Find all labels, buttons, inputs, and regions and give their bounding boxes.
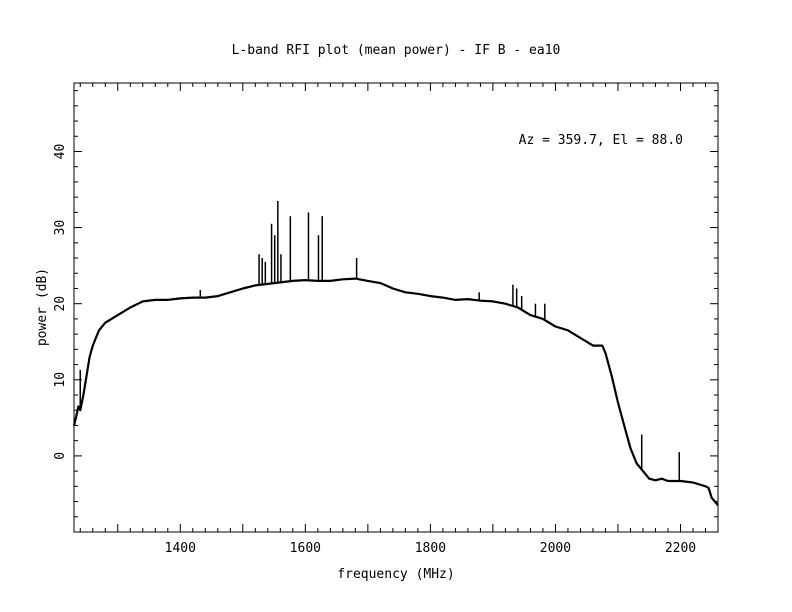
y-tick-label: 40 — [53, 144, 68, 160]
y-tick-label: 20 — [53, 296, 68, 312]
y-tick-label: 0 — [53, 452, 68, 460]
x-tick-label: 2200 — [665, 541, 696, 556]
az-el-annotation: Az = 359.7, El = 88.0 — [519, 133, 683, 148]
x-tick-label: 1600 — [290, 541, 321, 556]
y-tick-label: 10 — [53, 372, 68, 388]
x-tick-label: 1800 — [415, 541, 446, 556]
tick-labels: 1400 1600 1800 2000 2200 0 10 20 30 40 — [53, 144, 696, 556]
chart-title: L-band RFI plot (mean power) - IF B - ea… — [232, 43, 561, 58]
y-axis-label: power (dB) — [35, 268, 50, 346]
x-tick-label: 1400 — [165, 541, 196, 556]
plot-frame — [73, 82, 719, 533]
tick-marks — [74, 83, 719, 533]
data-layer — [72, 200, 719, 507]
y-tick-label: 30 — [53, 220, 68, 236]
x-tick-label: 2000 — [540, 541, 571, 556]
spectrum-line — [72, 277, 719, 507]
x-axis-label: frequency (MHz) — [337, 567, 454, 582]
